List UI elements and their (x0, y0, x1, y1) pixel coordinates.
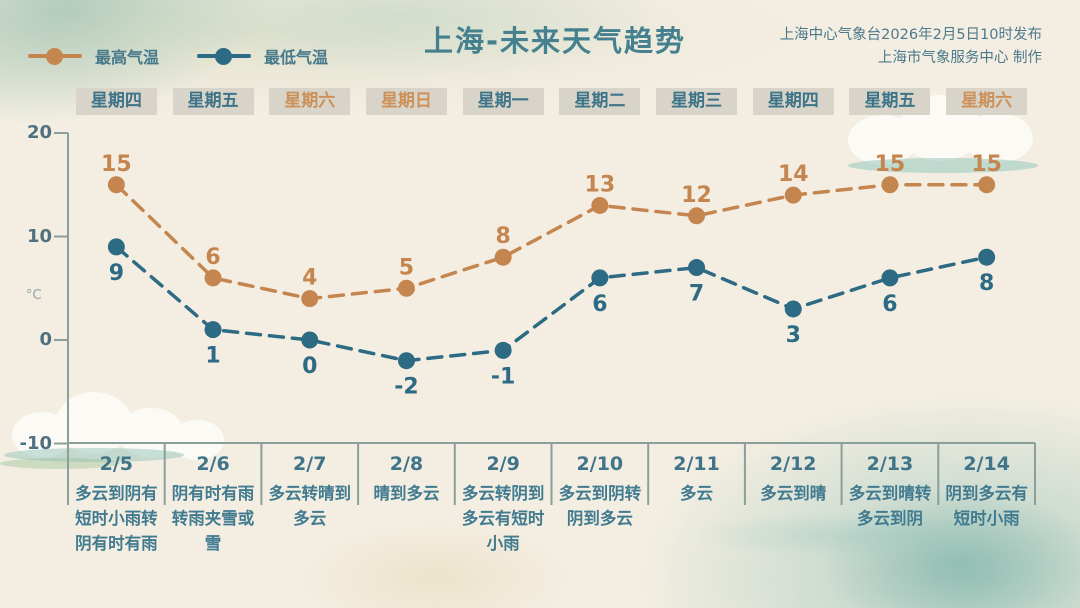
legend-label: 最高气温 (95, 48, 160, 67)
forecast-weather-text: 阴到多云有短时小雨 (945, 484, 1028, 528)
data-point-marker (397, 352, 415, 370)
forecast-column-6: 2/11 多云 (649, 449, 744, 506)
forecast-date: 2/5 (99, 453, 134, 475)
data-point-label: 15 (971, 152, 1002, 177)
legend-marker-high-temp (28, 47, 82, 65)
forecast-column-7: 2/12 多云到晴 (746, 449, 841, 506)
forecast-column-8: 2/13 多云到晴转多云到阴 (843, 449, 938, 531)
forecast-weather-text: 多云到晴 (760, 484, 827, 503)
legend-label: 最低气温 (264, 48, 329, 67)
data-point-label: 14 (778, 162, 809, 187)
weekday-tab-9: 星期六 (946, 88, 1028, 115)
data-point-marker (978, 176, 996, 194)
data-point-label: 0 (302, 354, 317, 379)
data-point-marker (881, 269, 899, 287)
chart-legend: 最高气温 最低气温 (28, 44, 328, 68)
forecast-date: 2/10 (576, 453, 624, 475)
forecast-date: 2/12 (769, 453, 817, 475)
forecast-weather-text: 晴到多云 (373, 484, 440, 503)
weekday-tab-0: 星期四 (75, 88, 157, 115)
data-point-marker (107, 238, 125, 256)
forecast-column-3: 2/8 晴到多云 (359, 449, 454, 506)
forecast-weather-text: 阴有时有雨转雨夹雪或雪 (171, 484, 255, 553)
data-point-marker (204, 321, 222, 339)
forecast-column-0: 2/5 多云到阴有短时小雨转阴有时有雨 (69, 449, 164, 556)
data-point-marker (301, 290, 319, 308)
data-point-label: 6 (592, 292, 607, 317)
data-point-label: 13 (585, 172, 616, 197)
forecast-weather-text: 多云转晴到多云 (268, 484, 351, 528)
data-point-label: -2 (394, 375, 418, 400)
y-axis-unit-label: °C (26, 288, 42, 303)
forecast-weather-text: 多云到晴转多云到阴 (848, 484, 932, 528)
data-point-label: 8 (495, 224, 510, 249)
data-point-label: -1 (491, 364, 515, 389)
data-point-marker (688, 259, 706, 277)
forecast-column-4: 2/9 多云转阴到多云有短时小雨 (456, 449, 551, 556)
forecast-date: 2/14 (963, 453, 1010, 475)
legend-marker-low-temp (197, 47, 252, 65)
weekday-tab-6: 星期三 (656, 88, 738, 115)
data-point-marker (397, 279, 415, 297)
forecast-column-1: 2/6 阴有时有雨转雨夹雪或雪 (166, 449, 261, 556)
data-point-marker (494, 341, 512, 359)
forecast-date: 2/9 (486, 453, 520, 475)
y-tick-label: 10 (26, 225, 52, 247)
forecast-weather-text: 多云到阴转阴到多云 (558, 484, 642, 528)
weekday-tab-3: 星期日 (365, 88, 447, 115)
forecast-column-2: 2/7 多云转晴到多云 (262, 449, 357, 531)
weekday-tab-5: 星期二 (559, 88, 641, 115)
weekday-tab-8: 星期五 (849, 88, 931, 115)
data-point-label: 8 (979, 271, 994, 296)
data-point-marker (881, 176, 899, 194)
forecast-date: 2/6 (196, 453, 230, 475)
forecast-date: 2/8 (389, 453, 424, 475)
weekday-tab-4: 星期一 (462, 88, 544, 115)
data-point-label: 6 (205, 245, 220, 270)
attribution-producer-line: 上海市气象服务中心 制作 (877, 50, 1042, 66)
data-point-label: 3 (786, 323, 801, 348)
data-point-label: 9 (109, 261, 124, 286)
attribution: 上海中心气象台2026年2月5日10时发布 上海市气象服务中心 制作 (780, 24, 1042, 70)
data-point-marker (204, 269, 222, 287)
weekday-tab-2: 星期六 (269, 88, 351, 115)
data-point-marker (107, 176, 125, 194)
data-point-marker (784, 186, 802, 204)
y-tick-label: 0 (39, 329, 52, 350)
attribution-issued-line: 上海中心气象台2026年2月5日10时发布 (779, 27, 1042, 43)
data-point-label: 1 (205, 344, 220, 369)
data-point-label: 5 (399, 255, 414, 280)
data-point-marker (688, 207, 706, 225)
data-point-marker (591, 196, 609, 214)
data-point-label: 12 (681, 183, 712, 208)
data-point-marker (978, 248, 996, 266)
forecast-column-5: 2/10 多云到阴转阴到多云 (553, 449, 648, 531)
data-point-label: 6 (882, 292, 897, 317)
data-point-marker (591, 269, 609, 287)
low-temp-line (114, 245, 989, 363)
forecast-weather-text: 多云转阴到多云有短时小雨 (461, 484, 545, 553)
high-temp-line (114, 183, 989, 301)
weekday-tab-1: 星期五 (172, 88, 254, 115)
legend-item-low-temp: 最低气温 (197, 44, 328, 68)
legend-item-high-temp: 最高气温 (28, 44, 159, 68)
forecast-weather-text: 多云 (680, 484, 714, 503)
data-point-label: 15 (101, 152, 132, 177)
forecast-date: 2/7 (293, 453, 327, 475)
forecast-weather-text: 多云到阴有短时小雨转阴有时有雨 (75, 484, 158, 553)
weekday-tab-7: 星期四 (752, 88, 834, 115)
forecast-date: 2/11 (673, 453, 720, 475)
data-point-marker (301, 331, 319, 349)
forecast-column-9: 2/14 阴到多云有短时小雨 (939, 449, 1034, 531)
data-point-label: 4 (302, 266, 317, 291)
data-point-marker (494, 248, 512, 266)
page-title: 上海-未来天气趋势 (423, 24, 687, 58)
data-point-label: 15 (875, 152, 906, 177)
data-point-marker (784, 300, 802, 318)
forecast-date: 2/13 (866, 453, 914, 475)
data-point-label: 7 (689, 282, 704, 307)
